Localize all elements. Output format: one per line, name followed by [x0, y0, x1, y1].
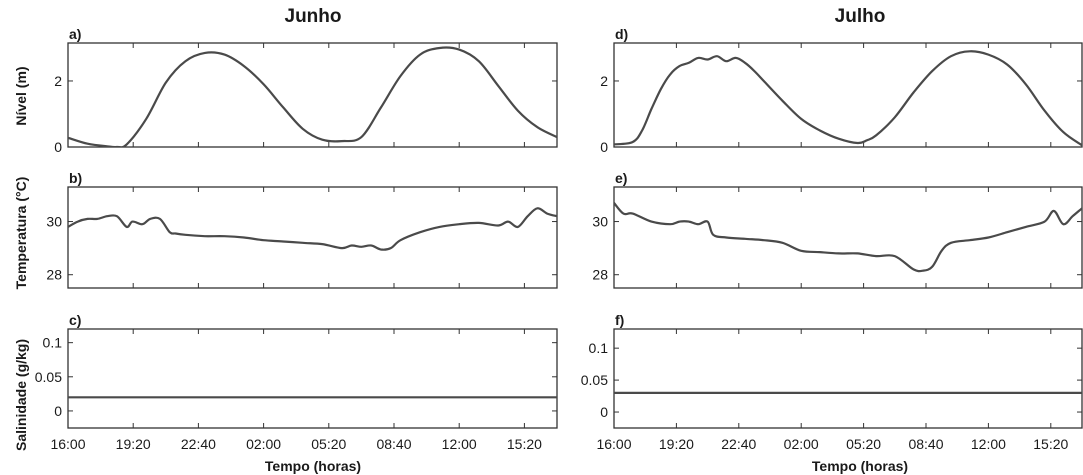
y-tick-label: 0.1	[589, 340, 609, 356]
x-tick-label: 05:20	[846, 436, 881, 452]
xlabel-julho: Tempo (horas)	[812, 458, 908, 474]
panel-label: e)	[615, 170, 627, 186]
panel-frame	[613, 186, 1083, 289]
ylabel-nivel: Nível (m)	[13, 66, 29, 125]
x-tick-label: 15:20	[507, 436, 542, 452]
panel-label: f)	[615, 312, 624, 328]
x-tick-label: 19:20	[659, 436, 694, 452]
x-tick-label: 02:00	[784, 436, 819, 452]
x-tick-label: 05:20	[311, 436, 346, 452]
panel-a: a) 0 2	[54, 26, 558, 155]
y-tick-label: 2	[600, 73, 608, 89]
column-title-junho: Junho	[285, 6, 342, 27]
panel-label: c)	[69, 312, 81, 328]
ylabel-salinidade: Salinidade (g/kg)	[13, 339, 29, 451]
y-tick-label: 28	[46, 267, 62, 283]
x-tick-label: 02:00	[246, 436, 281, 452]
series-line-a	[68, 46, 557, 147]
panel-d: d) 0 2	[600, 26, 1083, 155]
panel-label: b)	[69, 170, 82, 186]
xlabel-junho: Tempo (horas)	[265, 458, 361, 474]
x-tick-label: 12:00	[442, 436, 477, 452]
panel-e: e) 28 30	[592, 170, 1083, 289]
panel-c: c) 0 0.05 0.1 16:00 19:20 22:40 02:00 05:20 08:40…	[35, 312, 558, 452]
x-tick-label: 16:00	[50, 436, 85, 452]
y-tick-label: 0.1	[43, 335, 63, 351]
x-tick-label: 19:20	[116, 436, 151, 452]
series-line-b	[68, 207, 557, 251]
x-tick-label: 08:40	[908, 436, 943, 452]
x-tick-label: 22:40	[721, 436, 756, 452]
panel-frame	[613, 42, 1083, 148]
panel-label: a)	[69, 26, 81, 42]
x-tick-label: 15:20	[1033, 436, 1068, 452]
y-tick-label: 30	[592, 214, 608, 230]
x-tick-label: 08:40	[376, 436, 411, 452]
y-tick-label: 0	[54, 403, 62, 419]
y-tick-label: 0	[600, 139, 608, 155]
y-tick-label: 0	[54, 139, 62, 155]
column-title-julho: Julho	[835, 6, 886, 27]
y-tick-label: 2	[54, 73, 62, 89]
series-line-d	[614, 50, 1082, 147]
panel-frame	[67, 328, 558, 429]
x-tick-label: 12:00	[971, 436, 1006, 452]
series-line-e	[614, 201, 1082, 273]
panel-f: f) 0 0.05 0.1 16:00 19:20 22:40 02:00 05:20 08:40…	[581, 312, 1083, 452]
y-tick-label: 28	[592, 267, 608, 283]
ylabel-temperatura: Temperatura (°C)	[13, 177, 29, 290]
panel-frame	[613, 328, 1083, 429]
x-tick-label: 22:40	[181, 436, 216, 452]
panel-frame	[67, 186, 558, 289]
panel-b: b) 28 30	[46, 170, 558, 289]
panel-label: d)	[615, 26, 628, 42]
panels: a) 0 2 b) 28 30 c) 0 0.05 0.1 16:00 19:20 22:40 02:00…	[35, 26, 1083, 452]
y-tick-label: 0.05	[581, 372, 608, 388]
y-tick-label: 0.05	[35, 369, 62, 385]
x-tick-label: 16:00	[596, 436, 631, 452]
panel-frame	[67, 42, 558, 148]
y-tick-label: 0	[600, 404, 608, 420]
y-tick-label: 30	[46, 214, 62, 230]
